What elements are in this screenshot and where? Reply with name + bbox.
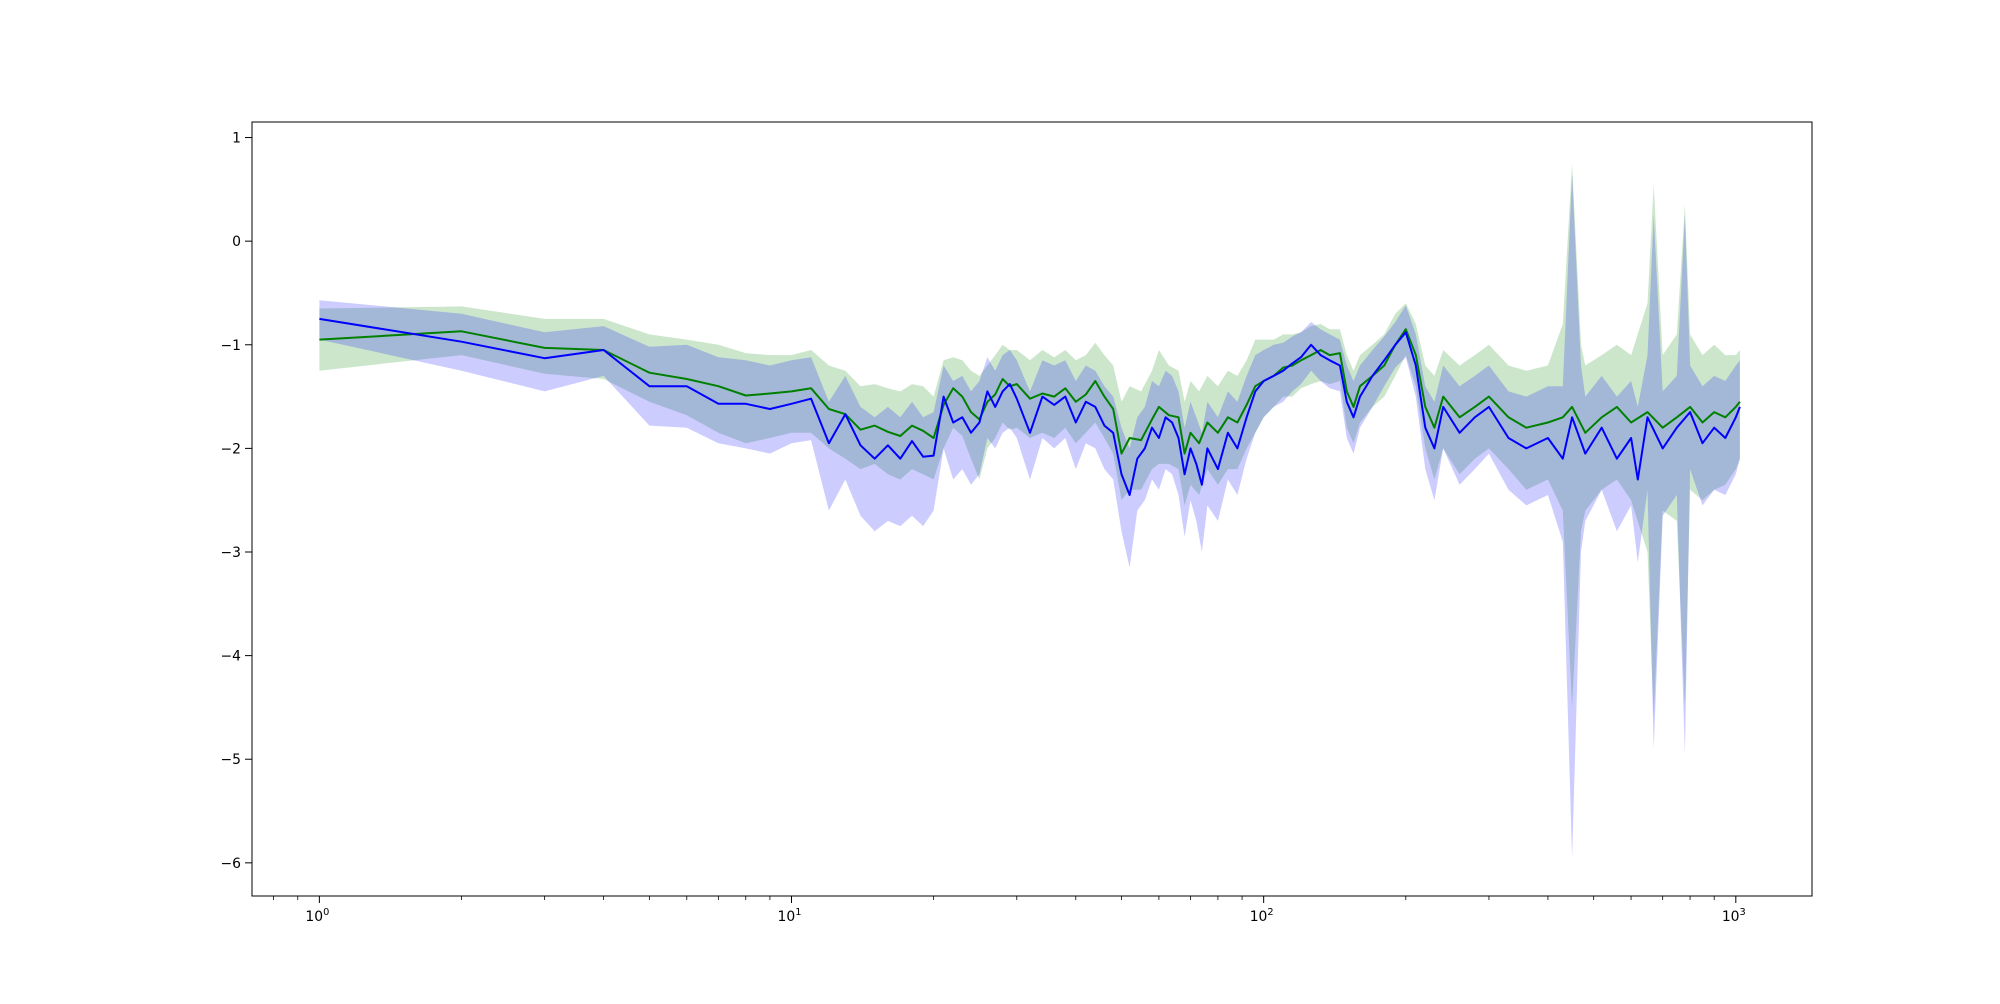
- series-lines: [319, 317, 1741, 496]
- y-tick-label: −5: [221, 752, 241, 768]
- y-tick-label: −4: [221, 649, 242, 665]
- series-2-band: [319, 173, 1740, 858]
- y-tick-label: 1: [232, 131, 241, 147]
- series-1-line: [319, 328, 1741, 455]
- y-tick-label: −6: [221, 856, 241, 872]
- series-1-band: [319, 163, 1740, 718]
- x-tick-exponent: 1: [795, 907, 801, 918]
- confidence-bands: [319, 163, 1740, 858]
- y-tick-label: −3: [221, 545, 241, 561]
- y-tick-label: −2: [221, 441, 241, 457]
- x-tick-exponent: 0: [323, 907, 329, 918]
- x-tick-exponent: 2: [1267, 907, 1273, 918]
- y-tick-label: −1: [221, 338, 241, 354]
- y-tick-label: 0: [232, 234, 241, 250]
- x-tick-exponent: 3: [1740, 907, 1746, 918]
- plot-frame: [251, 121, 1813, 897]
- series-2-line: [319, 317, 1741, 496]
- y-axis: 1 0 −1 −2 −3 −4 −5 −6: [221, 131, 252, 872]
